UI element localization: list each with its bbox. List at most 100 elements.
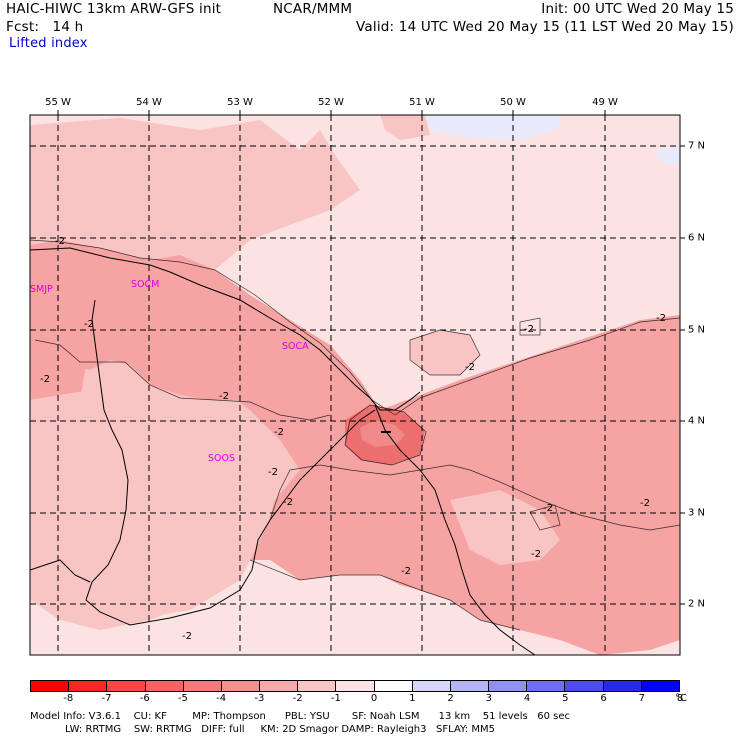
- colorbar-tick-label: -3: [254, 693, 265, 704]
- station-label: SOCA: [282, 341, 309, 352]
- contour-line: [269, 464, 680, 531]
- valid-time: Valid: 14 UTC Wed 20 May 15 (11 LST Wed …: [356, 19, 734, 35]
- colorbar-tick-label: 4: [523, 693, 531, 704]
- lon-label: 52 W: [318, 97, 344, 108]
- colorbar-tick-label: 7: [638, 693, 645, 704]
- colorbar-tick-label: -6: [139, 693, 150, 704]
- center-label: NCAR/MMM: [273, 1, 353, 17]
- colorbar-cell: [603, 681, 642, 691]
- field-fill-medium-east: [420, 315, 680, 530]
- colorbar-cell: [260, 681, 299, 691]
- contour-label: -2: [543, 503, 553, 514]
- lon-label: 49 W: [592, 97, 618, 108]
- lat-label: 4 N: [688, 415, 706, 427]
- model-title: HAIC-HIWC 13km ARW-GFS init: [6, 1, 222, 17]
- lat-label: 5 N: [688, 324, 706, 336]
- contour-label: -2: [524, 324, 534, 335]
- contour-line: [529, 504, 561, 531]
- colorbar-tick-label: -7: [101, 693, 112, 704]
- contours: [30, 239, 680, 631]
- station-label: SOOS: [208, 453, 236, 464]
- colorbar: [30, 680, 680, 692]
- map-frame: [29, 114, 681, 656]
- colorbar-tick-label: 5: [562, 693, 569, 704]
- station-label: SMJP: [30, 284, 53, 295]
- border-french-guiana: [374, 404, 536, 655]
- model-info-line-1: Model Info: V3.6.1 CU: KF MP: Thompson P…: [30, 711, 570, 722]
- field-fill-light-lowerright: [450, 490, 560, 565]
- field-fill-light-east: [410, 330, 480, 375]
- colorbar-cell: [298, 681, 337, 691]
- contour-line: [30, 239, 680, 416]
- field-fill-light-upper-2: [380, 115, 430, 140]
- coastline-borders: [30, 247, 536, 655]
- contour-label: -2: [274, 427, 284, 438]
- field-fill-light-upper: [30, 118, 360, 270]
- colorbar-cell: [527, 681, 566, 691]
- lat-label: 7 N: [688, 140, 706, 152]
- field-fill-positive-2: [655, 145, 680, 165]
- field-fill-light-lowerleft: [35, 330, 300, 620]
- colorbar-cell: [489, 681, 528, 691]
- contour-label: -2: [465, 362, 475, 373]
- model-info-line-2: LW: RRTMG SW: RRTMG DIFF: full KM: 2D Sm…: [30, 724, 495, 735]
- colorbar-tick-label: 2: [447, 693, 454, 704]
- colorbar-cell: [31, 681, 70, 691]
- contour-label: -2: [268, 467, 278, 478]
- colorbar-cell: [374, 681, 413, 691]
- colorbar-tick-label: 3: [485, 693, 492, 704]
- colorbar-cell: [221, 681, 261, 691]
- colorbar-cell: [565, 681, 604, 691]
- lon-label: 54 W: [136, 97, 162, 108]
- colorbar-cell: [69, 681, 108, 691]
- init-time: Init: 00 UTC Wed 20 May 15: [541, 1, 734, 17]
- colorbar-tick-label: 0: [370, 693, 378, 704]
- colorbar-tick-label: -8: [63, 693, 74, 704]
- border-suriname-west: [85, 299, 376, 626]
- colorbar-cell: [450, 681, 490, 691]
- field-name: Lifted index: [9, 36, 88, 51]
- field-fill-darker-core: [360, 420, 405, 447]
- colorbar-unit: °C: [675, 693, 687, 704]
- colorbar-cell: [412, 681, 451, 691]
- contour-label: -2: [656, 313, 666, 324]
- border-guyana: [30, 559, 91, 583]
- colorbar-tick-label: 1: [409, 693, 416, 704]
- lat-label: 2 N: [688, 598, 706, 610]
- frame-ticks: [57, 110, 685, 605]
- field-fill-positive: [425, 115, 560, 140]
- contour-label: -2: [640, 498, 650, 509]
- lat-label: 6 N: [688, 232, 706, 244]
- colorbar-tick-label: -5: [177, 693, 188, 704]
- contour-line: [249, 559, 521, 631]
- contour-label: -2: [401, 566, 411, 577]
- contour-label: -2: [219, 391, 229, 402]
- contour-label: -2: [531, 549, 541, 560]
- contour-label: -2: [55, 236, 65, 247]
- contour-label: -2: [40, 374, 50, 385]
- colorbar-cell: [145, 681, 184, 691]
- contour-line: [519, 317, 541, 336]
- latlon-grid: [30, 115, 680, 655]
- contour-line: [409, 329, 481, 376]
- colorbar-cell: [336, 681, 375, 691]
- lon-label: 53 W: [227, 97, 253, 108]
- lat-label: 3 N: [688, 507, 706, 519]
- colorbar-tick-label: -1: [330, 693, 341, 704]
- contour-line: [34, 339, 331, 421]
- forecast-hour: Fcst: 14 h: [6, 19, 84, 35]
- contour-label: -2: [283, 497, 293, 508]
- contour-line: [344, 404, 427, 466]
- colorbar-tick-label: 8: [676, 693, 684, 704]
- lon-label: 51 W: [409, 97, 435, 108]
- contour-label: -2: [182, 631, 192, 642]
- colorbar-tick-label: -4: [216, 693, 227, 704]
- colorbar-tick-label: -2: [292, 693, 303, 704]
- lon-label: 55 W: [45, 97, 71, 108]
- contour-label: -2: [84, 319, 94, 330]
- station-label: SOCM: [131, 279, 160, 290]
- colorbar-cell: [641, 681, 679, 691]
- coastline: [30, 247, 421, 411]
- colorbar-tick-label: 6: [600, 693, 607, 704]
